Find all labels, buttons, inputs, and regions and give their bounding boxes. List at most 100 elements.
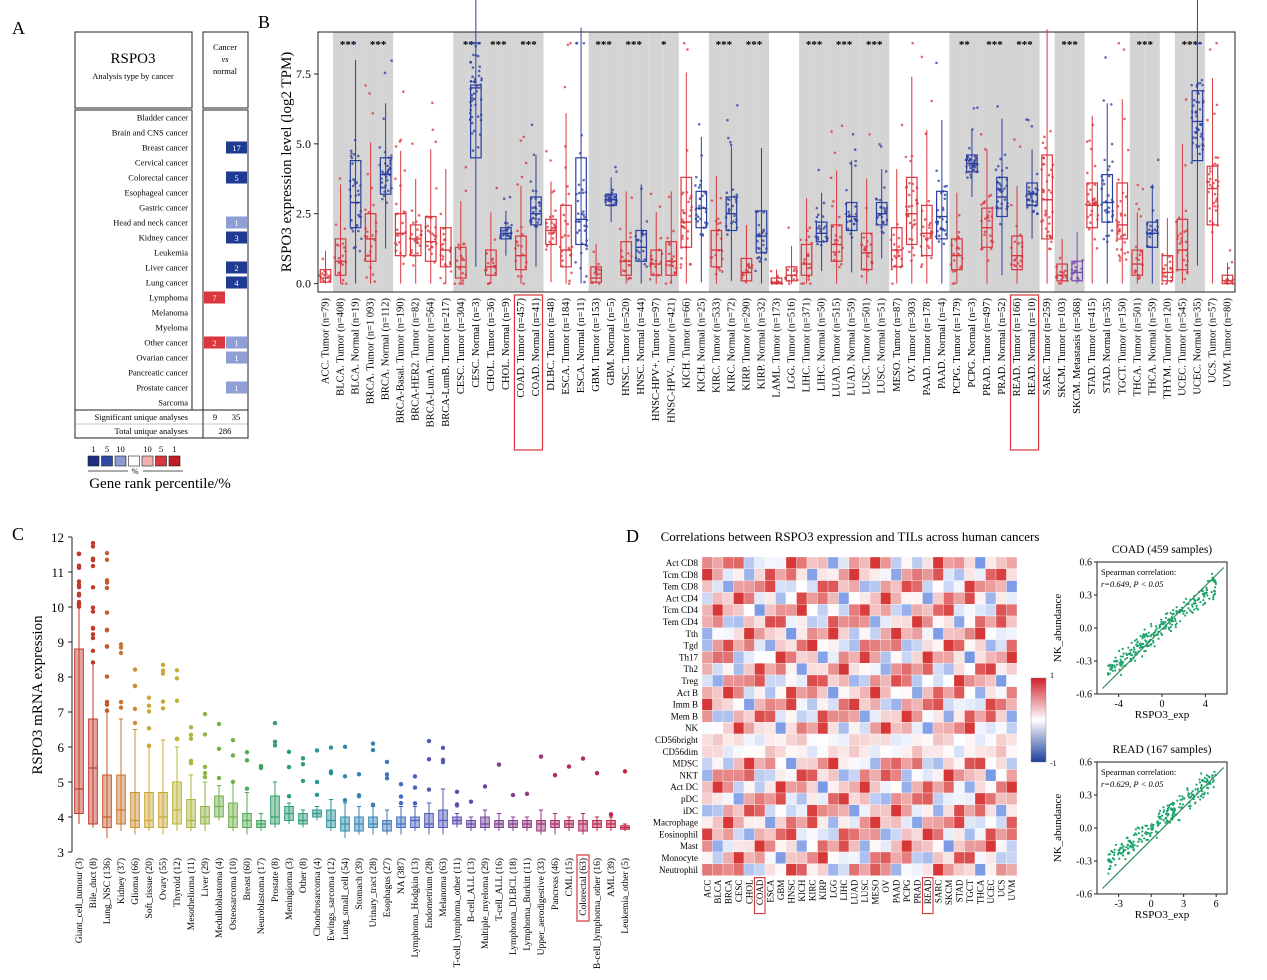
heatmap-cell — [838, 592, 850, 605]
outlier-point — [216, 721, 222, 727]
heatmap-cell — [817, 745, 829, 758]
heatmap-cell — [733, 757, 745, 770]
heatmap-cell — [890, 840, 902, 853]
data-point — [996, 105, 999, 108]
data-point — [979, 132, 983, 136]
data-point — [593, 271, 597, 275]
heatmap-cell — [1006, 651, 1018, 664]
scatter-point — [1178, 806, 1181, 809]
data-point — [972, 106, 976, 110]
heatmap-cell — [806, 604, 818, 617]
scatter-point — [1127, 646, 1130, 649]
data-point — [897, 254, 900, 258]
significance-stars: *** — [1016, 39, 1033, 51]
data-point — [1042, 190, 1045, 194]
heatmap-cell — [806, 722, 818, 735]
heatmap-cell — [859, 722, 871, 735]
x-tick-label: Breast (60) — [242, 858, 253, 900]
scatter-point — [1188, 796, 1191, 799]
heatmap-cell — [995, 757, 1007, 770]
y-tick-label: 0.6 — [1080, 558, 1093, 569]
outlier-point — [104, 628, 110, 633]
heatmap-cell — [796, 686, 808, 699]
box — [560, 204, 572, 268]
outlier-point — [552, 772, 558, 778]
heatmap-cell — [869, 851, 881, 864]
data-point — [381, 170, 384, 173]
data-point — [337, 271, 340, 275]
heatmap-cell — [743, 698, 755, 711]
data-point — [402, 262, 405, 266]
data-point — [764, 258, 767, 261]
heatmap-cell — [890, 851, 902, 864]
data-point — [943, 197, 947, 201]
data-point — [988, 234, 992, 237]
heatmap-cell — [733, 863, 745, 876]
x-tick-label: Glioma (66) — [130, 858, 141, 905]
scatter-point — [1197, 608, 1200, 611]
data-point — [592, 250, 596, 254]
heatmap-cell — [701, 769, 713, 782]
scatter-point — [1170, 615, 1173, 619]
data-point — [471, 66, 475, 69]
scatter-point — [1157, 637, 1160, 640]
scatter-point — [1167, 813, 1170, 816]
data-point — [645, 220, 649, 223]
scatter-point — [1156, 820, 1160, 823]
heatmap-cell — [817, 781, 829, 794]
heatmap-cell — [817, 828, 829, 841]
heatmap-col-label: UVM — [1007, 880, 1017, 901]
heatmap-row-label: Eosinophil — [659, 829, 699, 839]
box — [270, 795, 280, 825]
data-point — [505, 221, 509, 225]
heatmap-cell — [817, 674, 829, 687]
sig-shade — [1144, 32, 1160, 292]
heatmap-cell — [764, 757, 776, 770]
data-point — [941, 208, 945, 212]
x-tick-label: OV. Tumor (n=303) — [907, 298, 918, 382]
data-point — [732, 220, 735, 223]
scatter-point — [1126, 847, 1130, 850]
heatmap-cell — [859, 698, 871, 711]
scatter-point — [1175, 606, 1178, 609]
heatmap-col-label: UCS — [996, 880, 1006, 898]
data-point — [441, 242, 445, 246]
scatter-point — [1120, 665, 1123, 668]
data-point — [394, 145, 398, 148]
heatmap-col-label: HNSC — [786, 880, 796, 904]
highlight-box — [513, 294, 544, 451]
data-point — [1212, 201, 1216, 205]
data-point — [386, 164, 389, 168]
heatmap-cell — [764, 556, 776, 569]
outlier-point — [384, 772, 390, 777]
heatmap-cell — [995, 769, 1007, 782]
y-tick-label: -0.6 — [1076, 890, 1092, 901]
heatmap-cell — [880, 722, 892, 735]
heatmap-cell — [880, 568, 892, 581]
data-point — [387, 167, 391, 171]
heatmap-cell — [785, 792, 797, 805]
heatmap-cell — [712, 686, 724, 699]
heatmap-cell — [827, 686, 839, 699]
heatmap-cell — [743, 556, 755, 569]
data-point — [937, 234, 941, 238]
heatmap-cell — [922, 745, 934, 758]
heatmap-cell — [869, 592, 881, 605]
heatmap-cell — [890, 674, 902, 687]
heatmap-cell — [701, 698, 713, 711]
heatmap-cell — [733, 792, 745, 805]
data-point — [822, 227, 826, 230]
row-label: Colorectal cancer — [128, 173, 188, 183]
data-point — [907, 205, 911, 208]
heatmap-cell — [943, 674, 955, 687]
scatter-point — [1119, 847, 1122, 851]
heatmap-cell — [974, 816, 986, 829]
heatmap-cell — [943, 568, 955, 581]
box — [1056, 263, 1068, 282]
data-point — [983, 230, 987, 234]
scatter-point — [1119, 658, 1122, 661]
heatmap-cell — [827, 781, 839, 794]
heatmap-cell — [754, 651, 766, 664]
x-tick-label: READ. Tumor (n=166) — [1012, 298, 1023, 397]
scatter-point — [1129, 845, 1132, 848]
